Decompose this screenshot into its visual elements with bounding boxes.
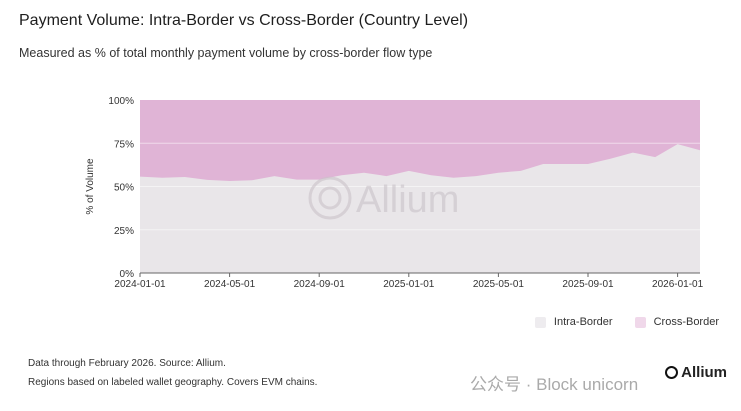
y-tick-label: 75% (114, 139, 134, 150)
y-tick-label: 100% (108, 96, 134, 107)
x-tick-label: 2025-09-01 (562, 279, 614, 290)
legend: Intra-Border Cross-Border (534, 316, 719, 328)
y-tick-label: 25% (114, 226, 134, 237)
allium-logo-icon (665, 366, 679, 379)
y-tick-label: 0% (120, 269, 135, 280)
allium-logo: Allium (665, 364, 727, 381)
footer-note-source: Data through February 2026. Source: Alli… (28, 358, 226, 369)
x-tick-label: 2026-01-01 (652, 279, 704, 290)
chart-title: Payment Volume: Intra-Border vs Cross-Bo… (19, 12, 469, 29)
y-axis-label: % of Volume (85, 158, 96, 215)
watermark-text: Allium (356, 179, 459, 221)
x-tick-label: 2024-01-01 (114, 279, 166, 290)
watermark-logo-icon (308, 176, 352, 220)
area-intra-border (140, 144, 700, 273)
logo-text: Allium (681, 364, 727, 381)
x-tick-label: 2024-09-01 (294, 279, 346, 290)
y-tick-label: 50% (114, 183, 134, 194)
x-tick-label: 2025-01-01 (383, 279, 435, 290)
x-tick-label: 2025-05-01 (473, 279, 525, 290)
watermark: 公众号 · Block unicorn (470, 375, 639, 394)
chart-subtitle: Measured as % of total monthly payment v… (19, 46, 433, 60)
area-chart: 0% 25% 50% 75% 100% 2024-01-01 2024-05-01 2024-… (85, 96, 704, 290)
legend-label: Intra-Border (553, 316, 613, 328)
x-tick-label: 2024-05-01 (204, 279, 256, 290)
watermark-logo-icon (318, 186, 342, 210)
legend-cross-border[interactable]: Cross-Border (634, 316, 719, 328)
legend-intra-border[interactable]: Intra-Border (534, 316, 613, 328)
legend-label: Cross-Border (653, 316, 719, 328)
footer-note-regions: Regions based on labeled wallet geograph… (28, 377, 318, 388)
